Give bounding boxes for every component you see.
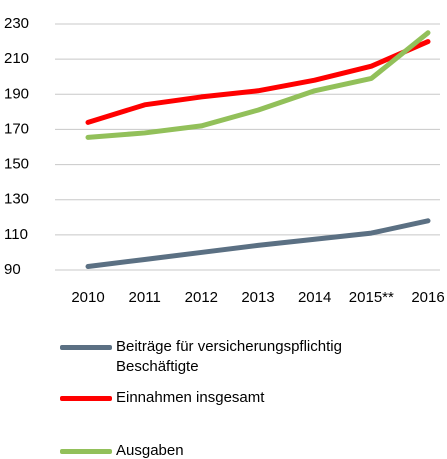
x-tick-label: 2013	[241, 289, 274, 306]
y-tick-label: 230	[4, 15, 29, 32]
x-tick-label: 2014	[298, 289, 331, 306]
x-tick-label: 2011	[129, 289, 161, 306]
legend-swatch	[60, 449, 112, 454]
series-line	[85, 218, 431, 269]
y-tick-label: 150	[4, 156, 29, 173]
legend-swatch	[60, 396, 112, 401]
x-tick-label: 2015**	[349, 289, 394, 306]
x-tick-label: 2012	[185, 289, 218, 306]
legend-label: Beiträge für versicherungspflichtig Besc…	[116, 338, 342, 375]
y-tick-label: 210	[4, 50, 29, 67]
x-tick-label: 2016	[411, 289, 444, 306]
y-tick-label: 130	[4, 191, 29, 208]
legend-label: Einnahmen insgesamt	[116, 389, 265, 406]
y-tick-label: 110	[4, 226, 28, 243]
x-tick-label: 2010	[71, 289, 104, 306]
y-tick-label: 90	[4, 261, 21, 278]
y-tick-label: 190	[4, 85, 29, 102]
legend-swatch	[60, 345, 112, 350]
y-tick-label: 170	[4, 120, 29, 137]
legend-label: Ausgaben	[116, 442, 184, 459]
series-line	[85, 30, 431, 140]
series-line	[85, 39, 431, 125]
